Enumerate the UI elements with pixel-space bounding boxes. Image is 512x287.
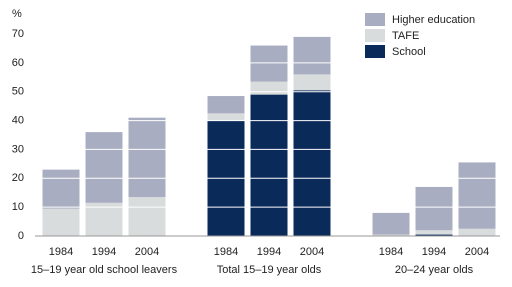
x-tick-label: 1994 xyxy=(92,246,116,258)
bar-segment xyxy=(250,81,288,95)
legend-swatch xyxy=(365,29,385,42)
y-tick-label: 40 xyxy=(12,114,24,126)
legend-swatch xyxy=(365,13,385,26)
x-tick-label: 2004 xyxy=(465,246,489,258)
bar-segment xyxy=(42,208,80,236)
bar-segment xyxy=(128,197,166,236)
legend-label: School xyxy=(392,46,426,58)
x-tick-label: 1994 xyxy=(257,246,281,258)
bar-segment xyxy=(415,230,453,235)
group-label: 20–24 year olds xyxy=(395,264,474,276)
x-tick-label: 2004 xyxy=(135,246,159,258)
bar-segment xyxy=(372,212,410,235)
bar-segment xyxy=(207,113,245,121)
bar-segment xyxy=(42,169,80,209)
y-tick-label: 10 xyxy=(12,201,24,213)
y-tick-label: 50 xyxy=(12,86,24,98)
bar-segment xyxy=(458,162,496,229)
bar-segment xyxy=(415,186,453,231)
x-tick-label: 1994 xyxy=(422,246,446,258)
legend-label: Higher education xyxy=(392,14,475,26)
x-tick-label: 1984 xyxy=(49,246,73,258)
y-tick-label: 30 xyxy=(12,143,24,155)
x-tick-label: 2004 xyxy=(300,246,324,258)
y-tick-label: 60 xyxy=(12,57,24,69)
legend-swatch xyxy=(365,45,385,58)
y-tick-label: 20 xyxy=(12,172,24,184)
x-tick-label: 1984 xyxy=(379,246,403,258)
bar-segment xyxy=(293,74,331,91)
bar-segment xyxy=(415,234,453,236)
bar-segment xyxy=(293,36,331,75)
bar-segment xyxy=(85,132,123,203)
bar-segment xyxy=(458,228,496,236)
bar-segment xyxy=(293,90,331,237)
y-axis-label: % xyxy=(12,8,22,20)
bar-segment xyxy=(85,202,123,236)
bar-segment xyxy=(250,45,288,82)
x-tick-label: 1984 xyxy=(214,246,238,258)
bar-segment xyxy=(207,96,245,114)
group-label: 15–19 year old school leavers xyxy=(31,264,178,276)
bar-segment xyxy=(372,234,410,236)
bar-segment xyxy=(250,94,288,236)
y-tick-label: 0 xyxy=(18,230,24,242)
group-label: Total 15–19 year olds xyxy=(217,264,322,276)
legend-label: TAFE xyxy=(392,30,419,42)
y-tick-label: 70 xyxy=(12,28,24,40)
bar-segment xyxy=(128,117,166,198)
